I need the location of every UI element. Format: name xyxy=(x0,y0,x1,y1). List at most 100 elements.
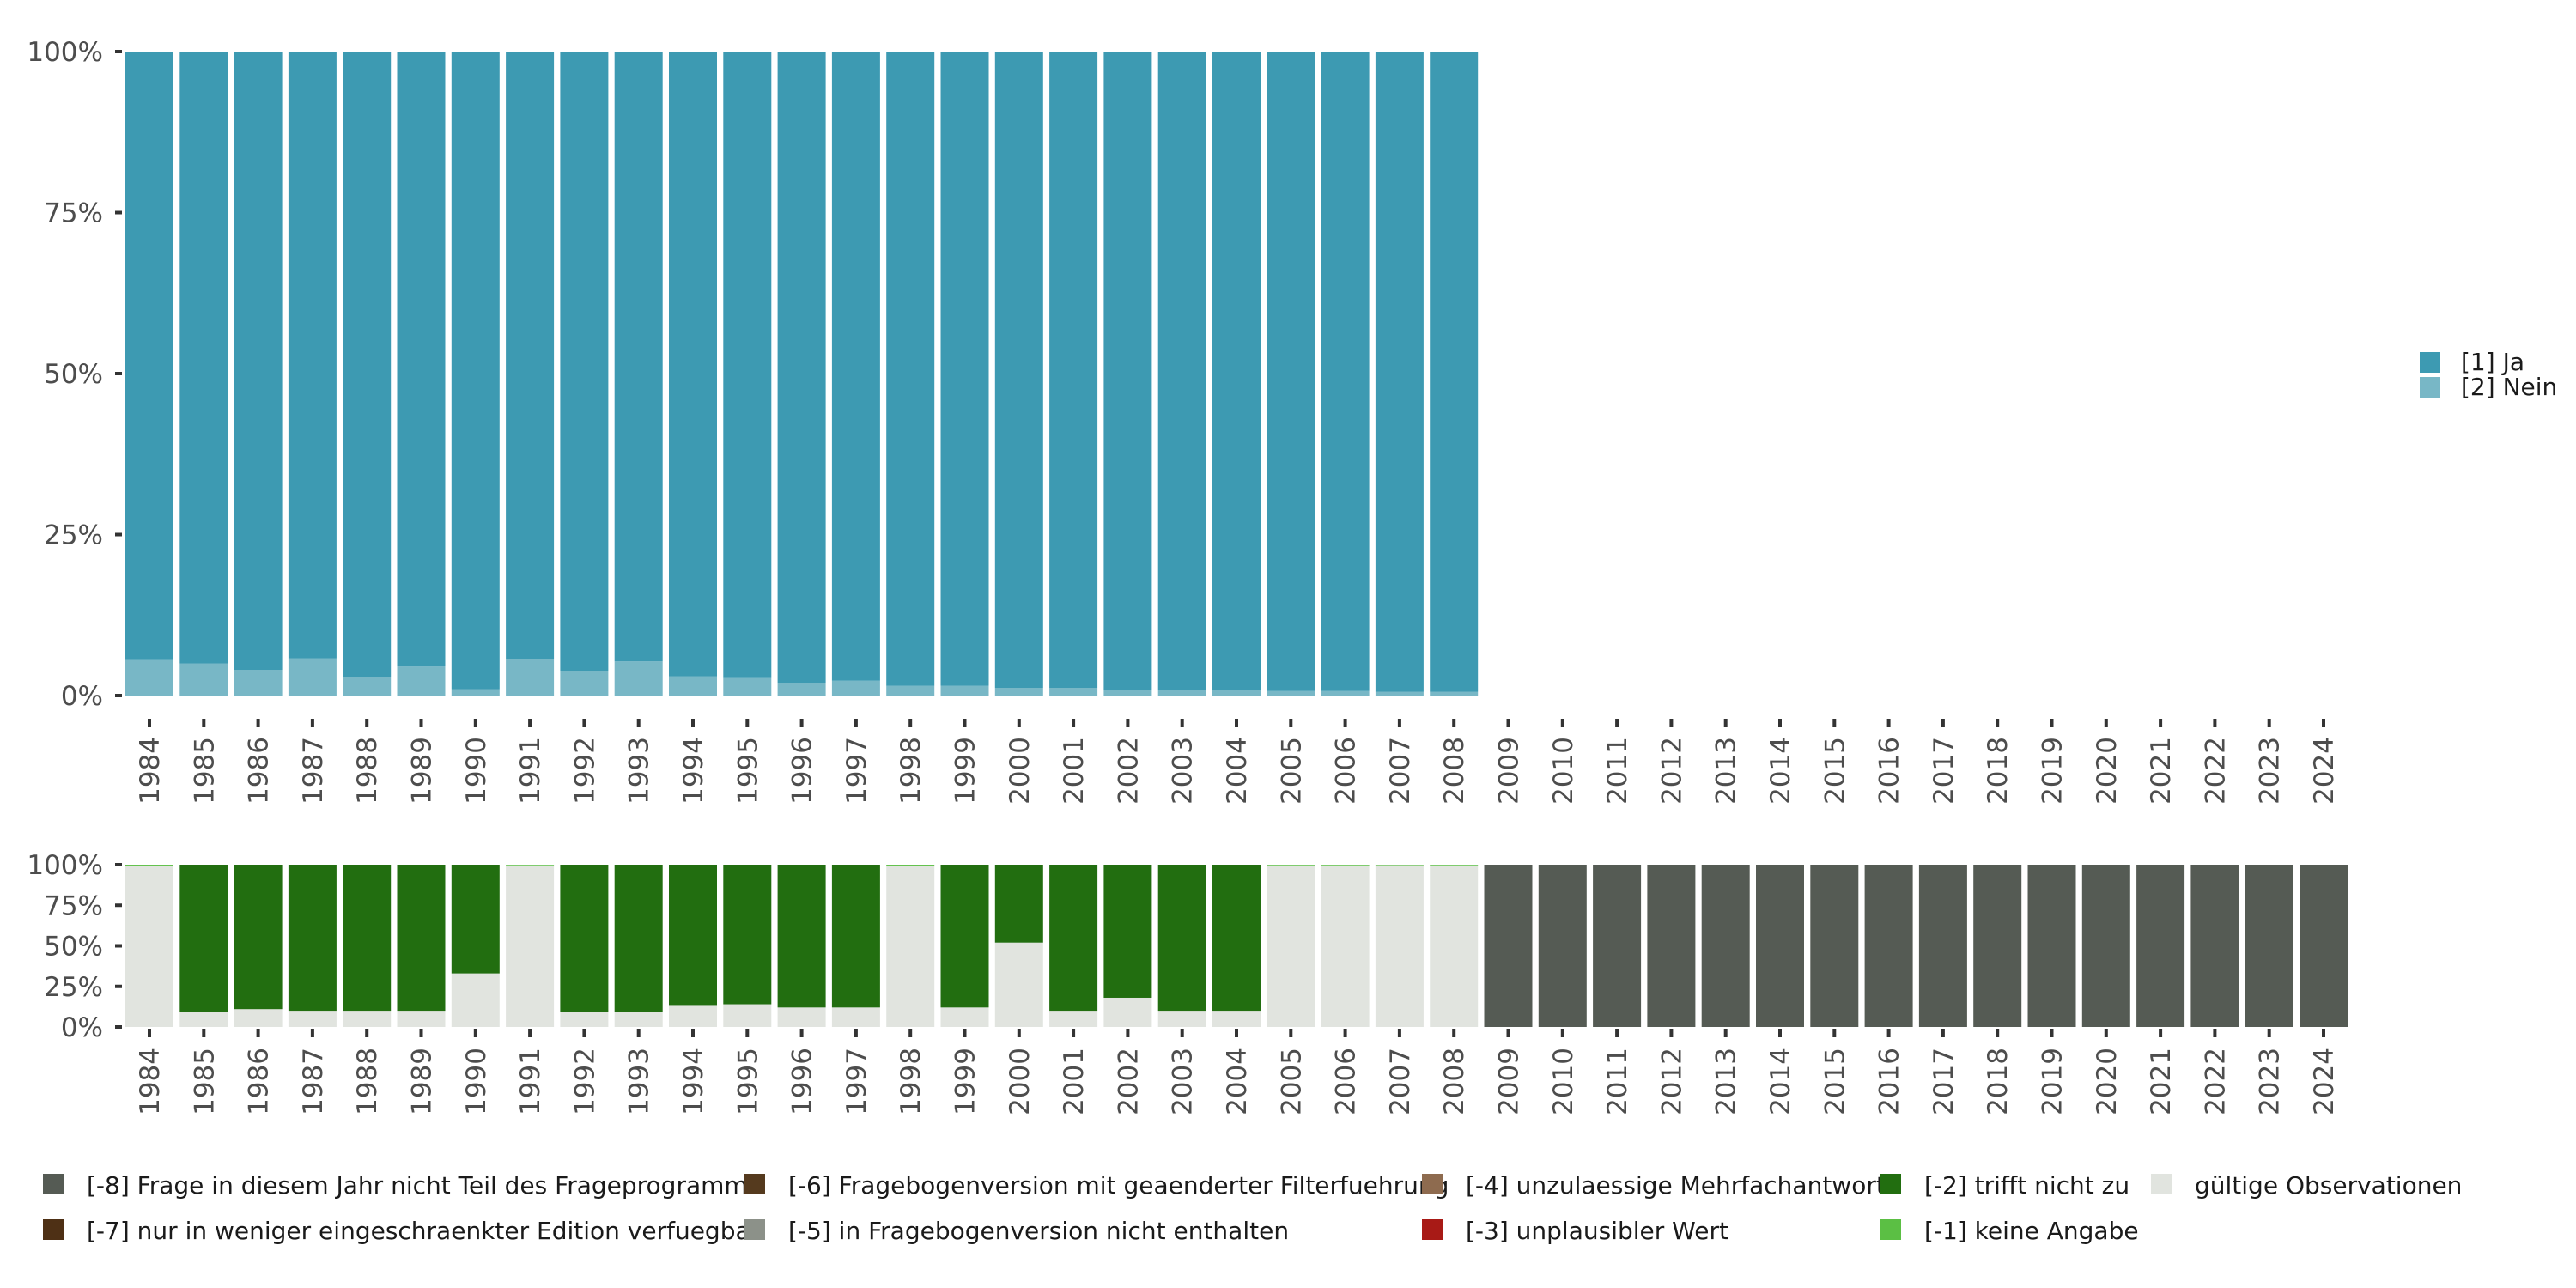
top-bar-1-ja-2006 xyxy=(1321,52,1370,691)
bottom-legend-label-6-fragebogenversion-mit-geaenderter-filterfuehrung: [-6] Fragebogenversion mit geaenderter F… xyxy=(788,1171,1449,1200)
bottom-x-tick-label: 2022 xyxy=(2200,1048,2231,1115)
top-x-tick-label: 2021 xyxy=(2146,737,2177,805)
bottom-legend-label-2-trifft-nicht-zu: [-2] trifft nicht zu xyxy=(1924,1171,2129,1200)
bottom-bar-8-frage-in-diesem-jahr-nicht-teil-des-frageprogramms-2019 xyxy=(2027,865,2076,1027)
bottom-legend-swatch-5-in-fragebogenversion-nicht-enthalten xyxy=(744,1219,765,1240)
top-x-tick-label: 2007 xyxy=(1385,737,1416,805)
top-bar-1-ja-1996 xyxy=(777,52,826,683)
bottom-legend-swatch-3-unplausibler-wert xyxy=(1422,1219,1443,1240)
top-x-tick-label: 2020 xyxy=(2092,737,2123,805)
bottom-chart: 0% 25% 50% 75% 100% 1984 1985 1986 1987 1988 1989 1… xyxy=(27,850,2348,1115)
top-bar-2-nein-2004 xyxy=(1212,690,1261,696)
top-bar-1-ja-2003 xyxy=(1157,52,1206,690)
bottom-y-tick-label: 50% xyxy=(44,932,103,963)
top-legend-swatch-2-nein xyxy=(2420,377,2440,398)
bottom-bar-g-ltige-observationen-1993 xyxy=(614,1012,663,1027)
top-bar-1-ja-2007 xyxy=(1375,52,1424,692)
bottom-bar-8-frage-in-diesem-jahr-nicht-teil-des-frageprogramms-2023 xyxy=(2245,865,2293,1027)
top-x-tick-label: 2014 xyxy=(1765,737,1796,805)
bottom-bar-8-frage-in-diesem-jahr-nicht-teil-des-frageprogramms-2009 xyxy=(1484,865,1533,1027)
top-legend: [1] Ja[2] Nein xyxy=(2420,348,2557,401)
bottom-x-tick-label: 2019 xyxy=(2038,1048,2069,1115)
bottom-x-tick-label: 2013 xyxy=(1711,1048,1742,1115)
bottom-bar-g-ltige-observationen-2008 xyxy=(1430,865,1479,1027)
bottom-legend-label-g-ltige-observationen: gültige Observationen xyxy=(2195,1171,2462,1200)
bottom-x-tick-label: 2024 xyxy=(2309,1048,2340,1115)
top-bar-1-ja-1998 xyxy=(886,52,935,686)
top-y-tick-label: 100% xyxy=(27,37,103,68)
top-y-tick-label: 75% xyxy=(44,198,103,229)
top-bar-1-ja-1999 xyxy=(940,52,989,686)
bottom-bar-g-ltige-observationen-1984 xyxy=(125,865,173,1027)
bottom-x-tick-label: 1999 xyxy=(951,1048,981,1115)
bottom-x-tick-label: 2001 xyxy=(1059,1048,1090,1115)
top-x-tick-label: 2000 xyxy=(1005,737,1036,805)
bottom-x-tick-label: 1993 xyxy=(624,1048,655,1115)
bottom-bar-2-trifft-nicht-zu-1999 xyxy=(940,865,989,1008)
top-legend-label-1-ja: [1] Ja xyxy=(2461,348,2524,376)
bottom-bar-8-frage-in-diesem-jahr-nicht-teil-des-frageprogramms-2011 xyxy=(1593,865,1642,1027)
bottom-bar-g-ltige-observationen-2003 xyxy=(1157,1011,1206,1027)
top-y-tick-label: 50% xyxy=(44,359,103,390)
bottom-x-tick-label: 2010 xyxy=(1548,1048,1579,1115)
bottom-x-tick-label: 2005 xyxy=(1276,1048,1307,1115)
bottom-legend-label-3-unplausibler-wert: [-3] unplausibler Wert xyxy=(1466,1217,1728,1245)
bottom-bar-1-keine-angabe-1991 xyxy=(506,865,555,866)
bottom-legend: [-8] Frage in diesem Jahr nicht Teil des… xyxy=(43,1171,2462,1245)
bottom-bar-g-ltige-observationen-2007 xyxy=(1375,865,1424,1027)
bottom-bar-g-ltige-observationen-1995 xyxy=(723,1004,772,1027)
bottom-bar-2-trifft-nicht-zu-1996 xyxy=(777,865,826,1008)
top-legend-label-2-nein: [2] Nein xyxy=(2461,373,2557,401)
top-bar-2-nein-1984 xyxy=(125,659,173,696)
top-bar-1-ja-1990 xyxy=(451,52,500,690)
bottom-legend-swatch-1-keine-angabe xyxy=(1880,1219,1901,1240)
bottom-x-tick-label: 1985 xyxy=(189,1048,220,1115)
bottom-bar-2-trifft-nicht-zu-1994 xyxy=(669,865,717,1006)
bottom-bar-2-trifft-nicht-zu-2004 xyxy=(1212,865,1261,1012)
bottom-bar-1-keine-angabe-2006 xyxy=(1321,865,1370,866)
top-bar-1-ja-2002 xyxy=(1103,52,1152,690)
top-bar-1-ja-2001 xyxy=(1049,52,1098,688)
top-x-tick-label: 1992 xyxy=(569,737,600,805)
top-bar-2-nein-1994 xyxy=(669,676,717,696)
top-bar-1-ja-1986 xyxy=(234,52,283,670)
top-x-tick-label: 1997 xyxy=(841,737,872,805)
top-x-tick-label: 2018 xyxy=(1983,737,2014,805)
bottom-x-tick-label: 2012 xyxy=(1656,1048,1687,1115)
bottom-x-tick-label: 2000 xyxy=(1005,1048,1036,1115)
top-bar-1-ja-1991 xyxy=(506,52,555,659)
bottom-bar-g-ltige-observationen-2004 xyxy=(1212,1011,1261,1027)
bottom-x-tick-label: 2020 xyxy=(2092,1048,2123,1115)
top-bar-2-nein-1992 xyxy=(560,671,609,696)
top-bar-2-nein-2008 xyxy=(1430,691,1479,696)
top-x-tick-label: 1998 xyxy=(896,737,927,805)
bottom-legend-swatch-g-ltige-observationen xyxy=(2151,1174,2172,1194)
bottom-legend-label-5-in-fragebogenversion-nicht-enthalten: [-5] in Fragebogenversion nicht enthalte… xyxy=(788,1217,1289,1245)
top-x-tick-label: 1985 xyxy=(189,737,220,805)
top-bar-2-nein-1993 xyxy=(614,661,663,696)
top-bar-2-nein-1996 xyxy=(777,683,826,696)
top-bar-1-ja-2004 xyxy=(1212,52,1261,690)
bottom-bar-g-ltige-observationen-1997 xyxy=(831,1007,880,1027)
top-x-tick-label: 2022 xyxy=(2200,737,2231,805)
bottom-bar-2-trifft-nicht-zu-1992 xyxy=(560,865,609,1012)
top-x-tick-label: 2017 xyxy=(1929,737,1959,805)
bottom-bar-1-keine-angabe-2007 xyxy=(1375,865,1424,866)
bottom-bar-2-trifft-nicht-zu-1988 xyxy=(343,865,392,1012)
top-x-tick-label: 2023 xyxy=(2255,737,2286,805)
bottom-bar-g-ltige-observationen-1991 xyxy=(506,865,555,1027)
bottom-bar-2-trifft-nicht-zu-1986 xyxy=(234,865,283,1010)
top-bar-1-ja-1985 xyxy=(179,52,228,664)
bottom-x-tick-label: 2023 xyxy=(2255,1048,2286,1115)
bottom-bar-2-trifft-nicht-zu-1993 xyxy=(614,865,663,1012)
bottom-y-tick-label: 100% xyxy=(27,850,103,881)
bottom-legend-label-8-frage-in-diesem-jahr-nicht-teil-des-frageprogramms: [-8] Frage in diesem Jahr nicht Teil des… xyxy=(87,1171,760,1200)
top-x-tick-label: 1990 xyxy=(461,737,492,805)
bottom-bar-2-trifft-nicht-zu-1995 xyxy=(723,865,772,1005)
bottom-bar-8-frage-in-diesem-jahr-nicht-teil-des-frageprogramms-2015 xyxy=(1810,865,1859,1027)
bottom-bar-8-frage-in-diesem-jahr-nicht-teil-des-frageprogramms-2017 xyxy=(1918,865,1967,1027)
top-y-tick-label: 0% xyxy=(61,681,103,712)
top-bar-1-ja-1997 xyxy=(831,52,880,681)
bottom-legend-label-7-nur-in-weniger-eingeschraenkter-edition-verfuegbar: [-7] nur in weniger eingeschraenkter Edi… xyxy=(87,1217,761,1245)
bottom-x-tick-label: 2016 xyxy=(1874,1048,1905,1115)
